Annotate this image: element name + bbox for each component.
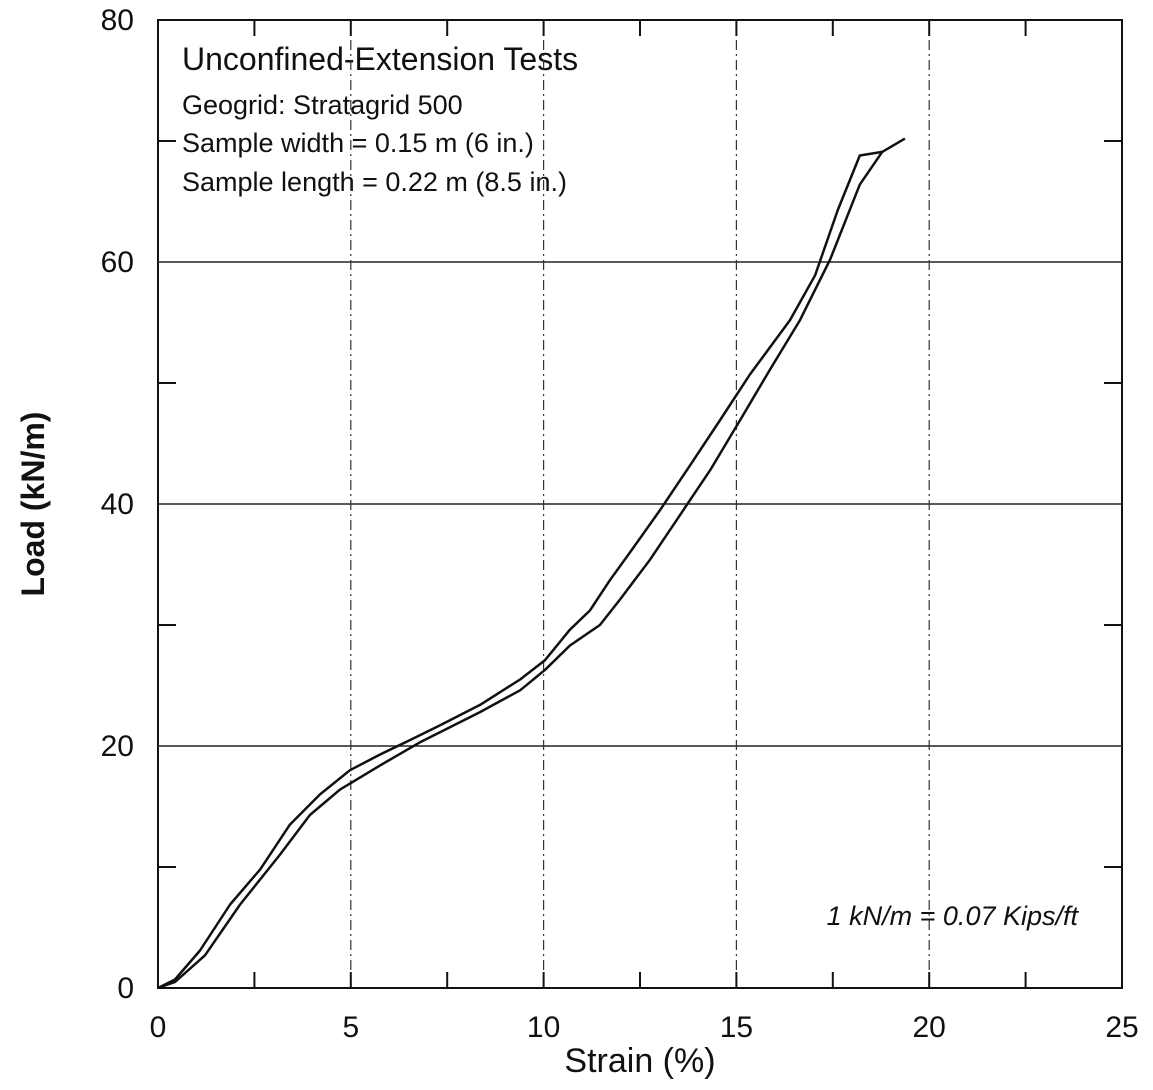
x-tick-label: 25 xyxy=(1105,1011,1138,1044)
annotation: 1 kN/m = 0.07 Kips/ft xyxy=(827,901,1080,931)
y-tick-label: 20 xyxy=(101,730,134,763)
x-tick-label: 10 xyxy=(527,1011,560,1044)
y-tick-label: 0 xyxy=(117,972,134,1005)
x-tick-label: 5 xyxy=(342,1011,359,1044)
subtitle: Sample length = 0.22 m (8.5 in.) xyxy=(182,167,567,197)
x-axis-label: Strain (%) xyxy=(564,1042,715,1080)
data-line xyxy=(157,137,906,990)
x-tick-label: 0 xyxy=(150,1011,167,1044)
x-tick-label: 15 xyxy=(720,1011,753,1044)
y-axis-label: Load (kN/m) xyxy=(15,412,51,597)
data-line xyxy=(157,150,883,990)
y-tick-label: 40 xyxy=(101,488,134,521)
chart-title: Unconfined-Extension Tests xyxy=(182,41,578,77)
subtitle: Geogrid: Stratagrid 500 xyxy=(182,90,463,120)
x-tick-label: 20 xyxy=(913,1011,946,1044)
y-tick-label: 60 xyxy=(101,246,134,279)
y-tick-label: 80 xyxy=(101,4,134,37)
subtitle: Sample width = 0.15 m (6 in.) xyxy=(182,128,534,158)
